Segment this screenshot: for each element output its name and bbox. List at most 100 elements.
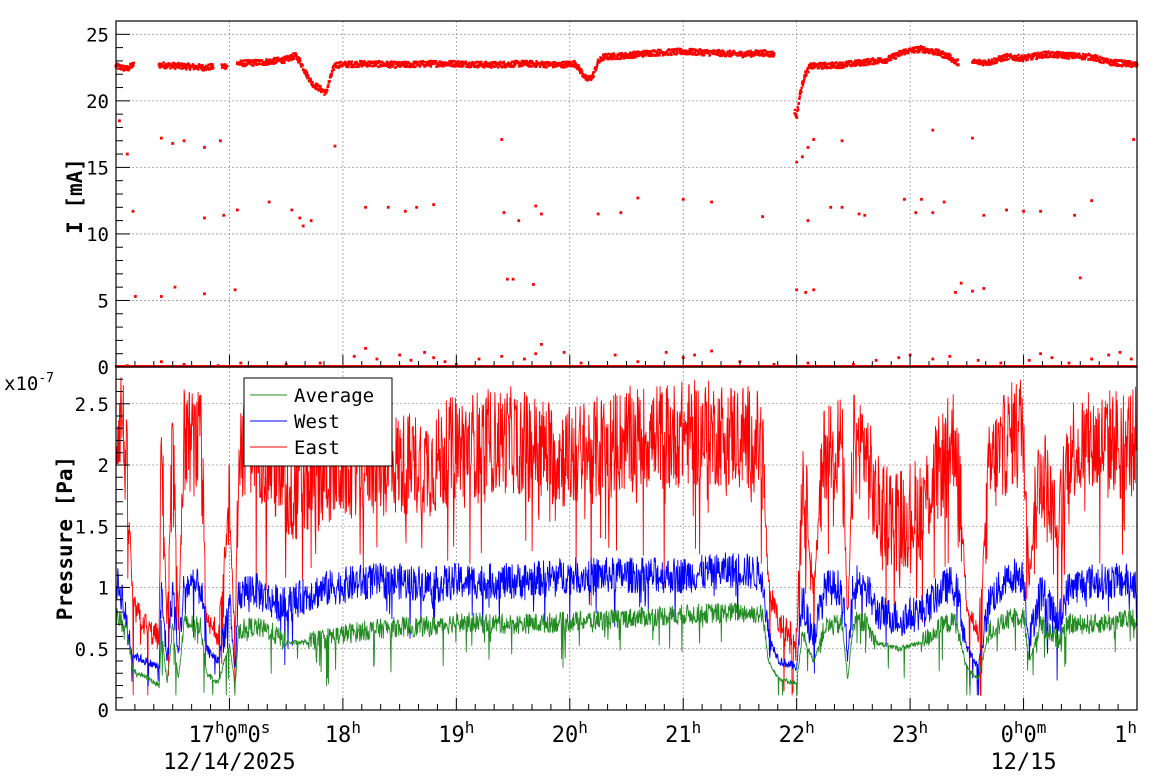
current-point — [328, 79, 331, 83]
current-point — [937, 51, 940, 55]
current-outlier-point — [863, 213, 867, 217]
current-point — [833, 64, 836, 67]
current-low-point — [409, 358, 413, 362]
current-point — [1023, 54, 1027, 57]
current-point — [332, 68, 336, 72]
current-outlier-point — [959, 281, 963, 285]
current-outlier-point — [971, 289, 974, 293]
current-point — [1131, 63, 1134, 66]
current-point — [624, 51, 627, 55]
time-tick-label: 1h — [1114, 718, 1137, 748]
current-point — [948, 55, 952, 59]
current-point — [936, 53, 940, 56]
current-outlier-point — [432, 203, 436, 207]
current-point — [223, 63, 227, 66]
current-point — [426, 63, 429, 67]
current-point — [180, 62, 184, 65]
current-point — [804, 74, 808, 78]
current-point — [484, 60, 488, 64]
current-outlier-point — [502, 211, 506, 215]
current-point — [922, 51, 925, 54]
current-point — [826, 62, 829, 66]
current-outlier-point — [233, 288, 237, 292]
current-point — [889, 55, 892, 58]
current-outlier-point — [403, 209, 407, 213]
current-point — [1040, 53, 1044, 56]
current-point — [871, 57, 874, 60]
current-point — [746, 50, 749, 53]
current-point — [838, 66, 841, 70]
current-point — [475, 60, 478, 64]
current-point — [839, 61, 842, 65]
current-point — [538, 65, 542, 69]
current-point — [988, 60, 991, 64]
current-y-ticks: 0 5 10 15 20 25 — [86, 24, 130, 379]
current-point — [1099, 55, 1102, 58]
current-point — [368, 64, 371, 67]
current-grid — [116, 21, 1137, 367]
current-point — [344, 64, 348, 67]
current-point — [762, 54, 765, 58]
current-point — [865, 58, 868, 61]
current-point — [195, 64, 198, 68]
current-point — [417, 63, 421, 66]
current-point — [1044, 52, 1048, 56]
current-point — [397, 60, 400, 64]
current-point — [868, 61, 872, 65]
current-low-point — [1129, 357, 1133, 361]
legend-label-average: Average — [294, 385, 374, 407]
current-point — [495, 65, 498, 68]
current-point — [1009, 53, 1012, 56]
current-point — [282, 59, 285, 63]
current-point — [326, 85, 330, 89]
current-point — [644, 51, 648, 55]
current-point — [809, 62, 813, 65]
current-point — [956, 58, 959, 61]
current-point — [392, 63, 395, 66]
current-point — [798, 92, 802, 96]
current-point — [848, 64, 851, 67]
current-low-point — [534, 352, 538, 356]
current-outlier-point — [812, 288, 816, 292]
current-point — [702, 52, 705, 56]
current-point — [950, 58, 953, 62]
current-point — [488, 63, 492, 67]
current-point — [631, 55, 634, 58]
current-point — [1035, 56, 1039, 59]
current-point — [840, 63, 844, 67]
current-x-ticks — [115, 355, 1138, 367]
current-point — [560, 65, 563, 69]
current-point — [1060, 56, 1063, 59]
legend-label-east: East — [294, 437, 340, 459]
current-point — [337, 66, 340, 69]
current-point — [319, 85, 322, 88]
current-point — [729, 55, 733, 58]
current-point — [238, 61, 242, 65]
current-point — [211, 64, 215, 67]
current-low-point — [874, 358, 878, 362]
current-point — [364, 62, 367, 65]
current-outlier-point — [971, 136, 974, 140]
current-point — [638, 53, 642, 57]
current-low-point — [613, 353, 617, 357]
current-outlier-point — [301, 224, 305, 228]
current-point — [350, 60, 354, 63]
current-point — [656, 48, 660, 52]
pressure-panel: 0 0.5 1 1.5 2 2.5 Pressure [Pa] x10-7 Average… — [4, 366, 1138, 722]
current-low-point — [948, 354, 952, 358]
current-point — [713, 52, 717, 56]
current-point — [648, 50, 652, 53]
current-point — [767, 50, 770, 54]
current-y-axis-label: I [mA] — [63, 158, 87, 234]
current-point — [315, 87, 318, 91]
current-point — [914, 49, 918, 53]
current-point — [627, 56, 630, 59]
current-point — [837, 62, 840, 65]
current-point — [981, 63, 985, 67]
current-point — [693, 52, 696, 56]
current-outlier-point — [710, 200, 713, 204]
current-point — [595, 66, 599, 69]
current-point — [525, 60, 529, 64]
